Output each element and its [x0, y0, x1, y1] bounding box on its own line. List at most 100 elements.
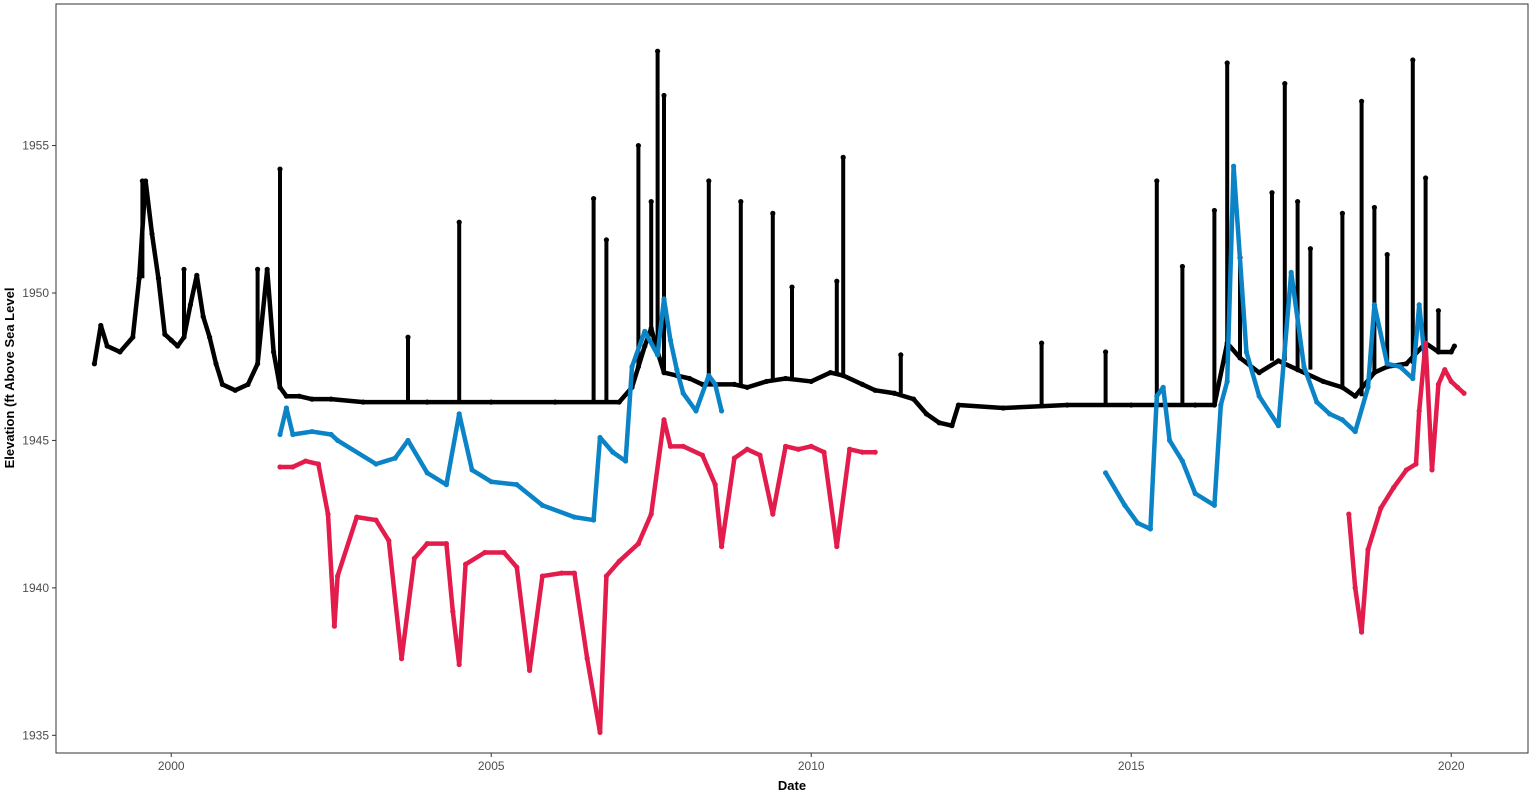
x-axis-title: Date: [778, 778, 806, 793]
x-tick-label: 2015: [1118, 759, 1145, 773]
spike-point: [1039, 340, 1045, 346]
series-segment: [386, 538, 404, 661]
series-segment: [325, 511, 337, 629]
series-segment: [1103, 470, 1128, 508]
data-series-layer: [91, 48, 1467, 735]
series-segment: [444, 541, 456, 614]
spike-point: [255, 266, 261, 272]
series-segment: [572, 514, 596, 523]
series-segment: [92, 323, 104, 367]
series-segment: [130, 275, 142, 340]
series-segment: [1180, 458, 1198, 496]
series-segment: [424, 470, 449, 487]
spike-point: [789, 284, 795, 290]
y-tick-label: 1950: [22, 286, 49, 300]
series-segment: [680, 444, 705, 458]
series-segment: [1212, 402, 1224, 508]
series-segment: [373, 517, 392, 543]
spike-point: [603, 237, 610, 243]
series-segment: [1231, 163, 1249, 355]
series-segment: [143, 178, 155, 237]
x-tick-label: 2005: [478, 759, 505, 773]
series-segment: [648, 417, 667, 517]
series-segment: [1000, 402, 1070, 411]
series-segment: [744, 379, 769, 390]
series-segment: [661, 296, 673, 343]
series-segment: [456, 562, 468, 667]
series-segment: [834, 447, 852, 549]
spike-point: [139, 178, 145, 184]
spike-point: [706, 178, 712, 184]
series-segment: [309, 429, 334, 437]
series-segment: [1224, 163, 1236, 384]
series-segment: [623, 364, 635, 464]
series-segment: [1352, 370, 1377, 399]
series-segment: [1301, 364, 1320, 405]
series-segment: [808, 370, 833, 384]
series-segment: [328, 396, 366, 405]
series-segment: [1365, 302, 1377, 390]
series-segment: [1256, 358, 1281, 375]
spike-point: [1224, 60, 1230, 66]
series-segment: [290, 429, 315, 437]
spike-point: [1371, 204, 1377, 211]
series-segment: [1346, 511, 1358, 591]
series-segment: [514, 564, 532, 673]
series-segment: [1288, 270, 1307, 369]
series-segment: [572, 570, 590, 661]
series-segment: [1429, 382, 1441, 473]
series-segment: [1244, 349, 1262, 399]
spike-point: [1269, 190, 1275, 196]
data-point: [872, 449, 878, 455]
spike-point: [834, 278, 840, 284]
series-segment: [1340, 417, 1358, 434]
series-segment: [655, 296, 667, 358]
series-segment: [840, 373, 865, 387]
series-segment: [149, 231, 161, 281]
spike-point: [1359, 98, 1365, 104]
spike-point: [840, 154, 846, 160]
series-segment: [642, 329, 660, 358]
x-tick-label: 2020: [1438, 759, 1465, 773]
series-segment: [680, 390, 699, 414]
series-segment: [412, 541, 430, 561]
series-segment: [392, 438, 411, 461]
series-segment: [1365, 505, 1384, 552]
series-segment: [117, 334, 136, 355]
series-segment: [616, 541, 641, 564]
series-segment: [194, 273, 206, 319]
spike-point: [1384, 252, 1390, 258]
series-segment: [1212, 340, 1230, 408]
series-segment: [444, 411, 462, 487]
series-segment: [597, 435, 616, 455]
series-segment: [527, 573, 545, 673]
series-segment: [892, 390, 916, 402]
series-segment: [156, 275, 168, 337]
series-segment: [399, 556, 417, 661]
series-segment: [469, 467, 494, 484]
series-segment: [488, 479, 520, 487]
x-tick-label: 2010: [798, 759, 825, 773]
series-segment: [872, 388, 897, 396]
series-segment: [1256, 393, 1281, 428]
x-tick-label: 2000: [158, 759, 185, 773]
series-segment: [636, 511, 654, 546]
series-2: [277, 340, 1467, 735]
series-segment: [354, 514, 379, 523]
y-axis-title: Elevation (ft Above Sea Level: [2, 288, 17, 469]
series-segment: [1391, 467, 1409, 490]
spike-point: [648, 198, 654, 205]
series-segment: [1372, 302, 1390, 367]
spike-point: [1154, 178, 1160, 184]
series-segment: [335, 438, 379, 467]
series-segment: [264, 267, 276, 355]
series-segment: [1295, 367, 1326, 384]
spike-point: [1410, 57, 1416, 63]
series-segment: [501, 550, 520, 570]
series-segment: [1218, 379, 1230, 408]
series-segment: [1410, 302, 1422, 381]
series-segment: [668, 337, 680, 372]
spike-point: [456, 219, 462, 225]
series-segment: [540, 503, 577, 520]
series-segment: [700, 452, 718, 487]
